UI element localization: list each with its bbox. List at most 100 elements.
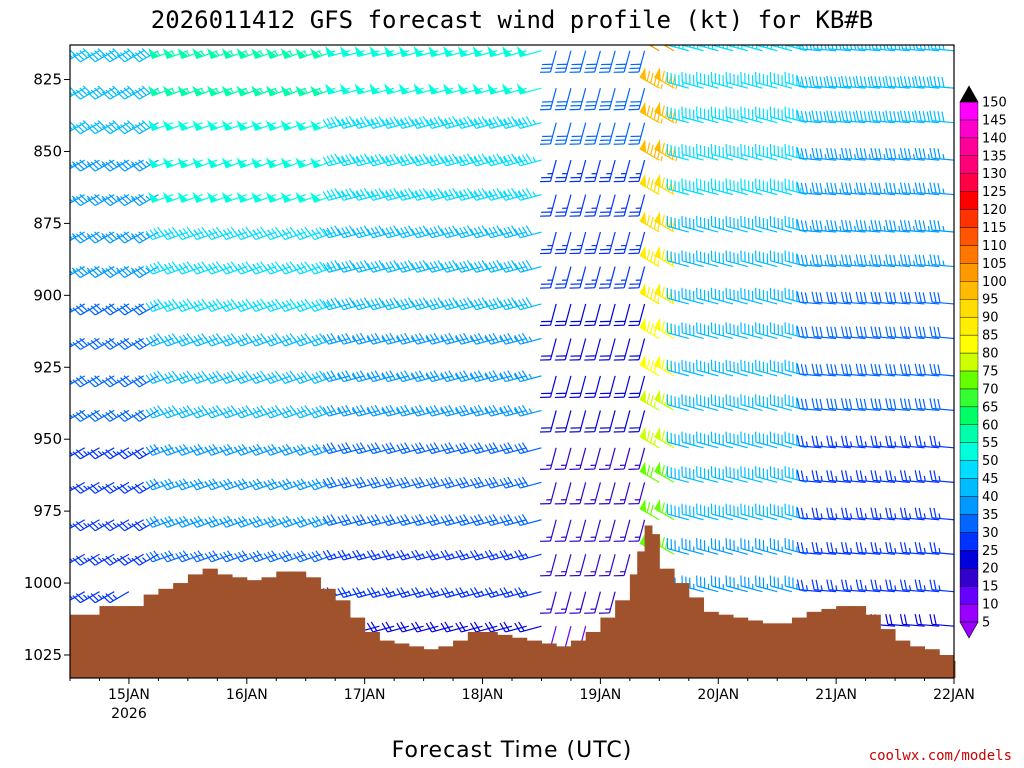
barb-flag [212,443,220,453]
barb-flag [153,371,161,382]
barb-flag [503,155,510,166]
barb-flag [145,553,153,563]
barb-flag [219,302,227,312]
barb-flag [414,405,422,416]
barb-half-flag [653,402,656,408]
barb-flag [826,254,830,265]
barb-flag [178,263,187,274]
barb-flag [160,518,168,528]
wind-barb [337,332,365,345]
barb-half-flag [528,408,533,414]
barb-flag [855,254,860,265]
barb-flag [404,332,411,343]
barb-flag [425,156,433,167]
barb-flag [138,375,147,384]
wind-barb [725,575,748,593]
barb-flag [834,111,838,122]
wind-barb [234,226,262,241]
barb-pennant [654,101,661,116]
barb-flag [75,593,85,602]
barb-flag [79,122,88,131]
barb-flag [389,442,396,452]
barb-flag [796,219,801,231]
barb-flag [844,542,849,553]
barb-half-flag [86,161,92,166]
barb-half-flag [392,553,396,559]
barb-flag [488,118,496,128]
barb-flag [164,229,172,239]
barb-flag [112,85,121,94]
wind-barb [769,359,793,377]
barb-flag [859,220,863,231]
barb-flag [425,516,433,526]
barb-flag [381,228,389,239]
barb-flag [823,76,827,88]
barb-flag [389,189,396,199]
barb-flag [278,337,286,347]
barb-half-flag [495,590,499,596]
barb-flag [131,485,140,494]
barb-flag [514,588,521,598]
barb-flag [455,119,462,129]
barb-flag [396,156,403,167]
barb-flag [356,587,363,597]
barb-pennant [266,120,278,131]
barb-flag [819,220,823,231]
wind-barb [381,297,410,311]
barb-flag [878,220,882,231]
barb-half-flag [444,191,448,197]
barb-flag [263,553,271,563]
barb-half-flag [839,260,842,266]
barb-flag [800,579,805,591]
barb-flag [204,553,212,563]
barb-flag [433,514,441,524]
barb-half-flag [850,547,853,554]
barb-pennant [266,157,278,169]
barb-flag [153,300,161,310]
barb-half-flag [130,267,136,272]
barb-flag [811,182,815,193]
wind-barb [366,587,395,598]
barb-flag [385,262,392,272]
barb-flag [237,407,246,417]
barb-flag [79,159,88,168]
wind-barb [696,466,719,483]
barb-flag [452,259,459,270]
barb-flag [831,45,834,50]
barb-flag [87,126,96,135]
wind-barb [710,106,734,124]
wind-barb [411,621,439,633]
barb-flag [844,470,849,481]
barb-flag [182,478,190,488]
barb-flag [101,413,111,422]
barb-flag [425,263,433,273]
barb-flag [112,48,121,57]
barb-flag [518,477,525,488]
wind-barb [322,404,351,417]
barb-flag [189,337,198,347]
barb-flag [459,515,466,525]
wind-barb [666,538,689,555]
barb-flag [75,52,85,61]
barb-flag [267,479,275,489]
barb-half-flag [385,119,389,125]
barb-flag [341,587,348,597]
barb-flag [425,444,433,454]
wind-barb [740,322,763,340]
wind-barb [337,225,365,239]
wind-barb [696,575,719,593]
barb-flag [72,307,81,316]
barb-flag [852,111,857,122]
barb-flag [830,220,834,231]
barb-flag [366,406,374,417]
barb-flag [182,550,190,560]
barb-flag [378,116,385,126]
barb-flag [182,334,190,344]
wind-barb [613,159,631,183]
barb-half-flag [421,590,426,596]
wind-barb [455,259,483,273]
barb-flag [499,406,506,417]
barb-flag [440,372,448,382]
barb-flag [212,300,220,310]
barb-flag [671,111,676,122]
